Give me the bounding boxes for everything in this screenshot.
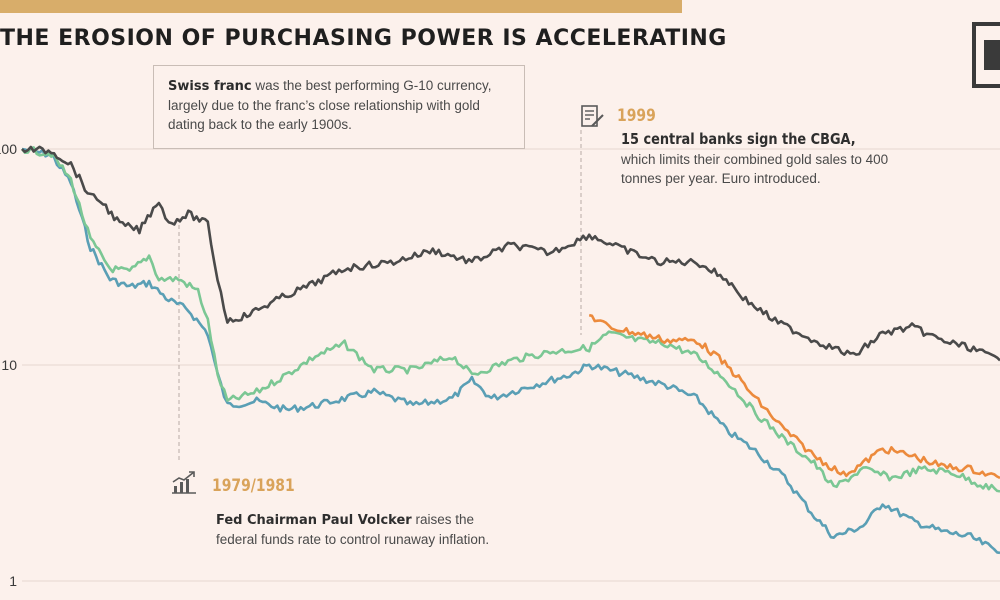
cbga-headline: 15 central banks sign the CBGA — [621, 130, 851, 148]
y-tick-label-10: 10 — [1, 357, 17, 373]
logo-mark — [984, 40, 1000, 70]
swiss-franc-text: was the best performing G-10 currency, l… — [168, 78, 492, 132]
cbga-annotation: 1999 — [617, 106, 664, 126]
chart-series — [20, 145, 1000, 555]
series-line-3 — [588, 313, 1000, 480]
series-line-0 — [21, 145, 1000, 362]
volcker-text-block: Fed Chairman Paul Volcker raises the fed… — [216, 510, 516, 549]
top-accent-bar — [0, 0, 682, 13]
series-line-2 — [21, 146, 1000, 555]
volcker-year: 1979/1981 — [212, 476, 295, 496]
volcker-annotation: 1979/1981 — [212, 476, 313, 496]
cbga-year: 1999 — [617, 106, 656, 126]
cbga-headline-row: 15 central banks sign the CBGA, — [621, 130, 879, 148]
volcker-details: Fed Chairman Paul Volcker raises the fed… — [216, 510, 516, 549]
logo — [972, 22, 1000, 88]
chart-grid — [22, 148, 1000, 582]
rising-chart-icon — [172, 471, 196, 494]
swiss-franc-label: Swiss franc — [168, 79, 252, 94]
volcker-text: raises the federal funds rate to control… — [216, 512, 490, 547]
cbga-details: 15 central banks sign the CBGA, which li… — [621, 130, 921, 188]
chart-guides — [178, 130, 582, 460]
volcker-bold: Fed Chairman Paul Volcker — [216, 513, 412, 528]
series-line-1 — [20, 146, 1000, 493]
chart-ticks: 100 10 1 — [0, 141, 17, 589]
swiss-franc-annotation: Swiss franc was the best performing G-10… — [153, 65, 525, 149]
document-pen-icon — [581, 105, 604, 127]
chart-title: THE EROSION OF PURCHASING POWER IS ACCEL… — [0, 26, 727, 51]
y-tick-label-100: 100 — [0, 141, 17, 157]
cbga-text: which limits their combined gold sales t… — [621, 152, 889, 186]
y-tick-label-1: 1 — [9, 573, 17, 589]
cbga-headline-comma: , — [850, 130, 856, 148]
